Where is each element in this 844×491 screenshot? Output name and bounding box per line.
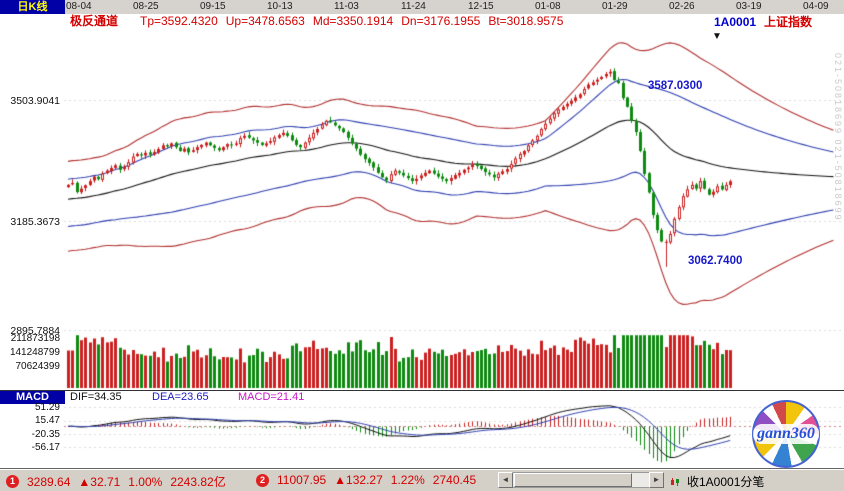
symbol-name: 上证指数	[764, 15, 813, 29]
indicator-name[interactable]: 极反通道	[70, 14, 119, 28]
date-axis-labels-item: 01-08	[535, 1, 561, 12]
date-axis-labels-item: 09-15	[200, 1, 226, 12]
gann360-logo-text: gann360	[753, 424, 819, 444]
macd-header: MACD DIF=34.35 DEA=23.65 MACD=21.41	[0, 390, 844, 404]
date-axis-labels-item: 11-03	[334, 1, 359, 12]
gann360-logo: gann360	[752, 400, 820, 468]
vertical-watermark-text: 021-50818699 021-50818699	[833, 53, 843, 222]
sh-change: ▲32.71	[78, 474, 121, 489]
scrollbar-thumb[interactable]	[514, 473, 632, 487]
index-badge-1: 1	[6, 475, 19, 488]
date-axis-labels-item: 12-15	[468, 1, 494, 12]
trough-price-annotation: 3062.7400	[688, 255, 743, 267]
indicator-param-bar: 极反通道 Tp=3592.4320 Up=3478.6563 Md=3350.191…	[0, 14, 844, 29]
volume-axis-labels-item: 70624399	[15, 361, 61, 372]
peak-marker-icon: ▼	[712, 31, 722, 42]
macd-axis-labels-item: -56.17	[31, 442, 60, 454]
chart-scrollbar[interactable]: ◄ ►	[498, 472, 664, 488]
sz-percent: 1.22%	[390, 473, 425, 487]
volume-axis-labels-item: 211873198	[10, 333, 60, 344]
sh-percent: 1.00%	[128, 474, 163, 489]
sz-price: 11007.95	[277, 473, 327, 487]
macd-macd-value: MACD=21.41	[238, 391, 305, 403]
status-bar: 1 3289.64 ▲32.71 1.00% 2243.82亿 2 11007.…	[0, 468, 844, 491]
channel-params-item: Tp=3592.4320	[140, 14, 218, 28]
macd-chart-canvas[interactable]	[0, 404, 844, 468]
price-axis-tick: 2895.7884	[10, 325, 60, 337]
date-axis-labels-item: 03-19	[736, 1, 762, 12]
scrollbar-track[interactable]	[513, 472, 649, 488]
macd-dif-value: DIF=34.35	[70, 391, 122, 403]
volume-axis-labels-item: 141248799	[9, 347, 60, 358]
scroll-left-button[interactable]: ◄	[498, 472, 513, 488]
channel-params-item: Up=3478.6563	[225, 14, 305, 28]
tick-panel-toggle[interactable]: 收1A0001分笔	[670, 473, 764, 490]
date-axis-labels-item: 04-09	[803, 1, 829, 12]
kline-chart-canvas[interactable]	[0, 29, 844, 390]
date-axis-labels-item: 01-29	[602, 1, 628, 12]
macd-axis-labels-item: 51.29	[34, 402, 60, 413]
price-axis-tick: 3503.9041	[10, 95, 60, 107]
sz-change: ▲132.27	[334, 473, 383, 487]
index-summary-shenzhen[interactable]: 2 11007.95 ▲132.27 1.22% 2740.45	[256, 473, 476, 487]
sh-price: 3289.64	[27, 474, 71, 489]
tick-panel-label: 收1A0001分笔	[687, 475, 765, 489]
date-axis-labels-item: 10-13	[267, 1, 293, 12]
main-chart-panel: 3503.9041 3185.3673 2895.7884 211873198 1…	[0, 29, 844, 390]
date-axis-strip: 08-04 08-25 09-15 10-13 11-03 11-24 12-15 01-08…	[0, 0, 844, 14]
tick-chart-icon	[671, 477, 679, 486]
channel-params: Tp=3592.4320 Up=3478.6563 Md=3350.1914 Dn=3…	[140, 14, 563, 29]
macd-panel: 51.29 15.47 -20.35 -56.17	[0, 402, 844, 468]
date-axis-labels-item: 11-24	[401, 1, 426, 12]
channel-params-item: Dn=3176.1955	[401, 14, 481, 28]
macd-panel-label[interactable]: MACD	[0, 391, 65, 404]
index-summary-shanghai[interactable]: 1 3289.64 ▲32.71 1.00% 2243.82亿	[6, 473, 226, 490]
scroll-right-button[interactable]: ►	[649, 472, 664, 488]
price-axis-tick: 3185.3673	[10, 216, 60, 228]
macd-axis-labels-item: -20.35	[31, 428, 60, 440]
channel-params-item: Bt=3018.9575	[488, 14, 564, 28]
index-badge-2: 2	[256, 473, 269, 487]
date-axis-labels-item: 08-25	[133, 1, 159, 12]
sz-amount: 2740.45	[432, 473, 477, 487]
symbol-code: 1A0001	[714, 15, 757, 29]
kline-period-label[interactable]: 日K线	[0, 0, 65, 14]
date-axis-labels-item: 08-04	[66, 1, 92, 12]
macd-axis-labels-item: 15.47	[34, 415, 60, 427]
sh-amount: 2243.82亿	[170, 475, 226, 489]
macd-dea-value: DEA=23.65	[152, 391, 209, 403]
date-axis-labels-item: 02-26	[669, 1, 695, 12]
channel-params-item: Md=3350.1914	[312, 14, 394, 28]
date-axis-labels: 08-04 08-25 09-15 10-13 11-03 11-24 12-15 01-08…	[0, 0, 844, 14]
peak-price-annotation: 3587.0300	[648, 80, 703, 92]
